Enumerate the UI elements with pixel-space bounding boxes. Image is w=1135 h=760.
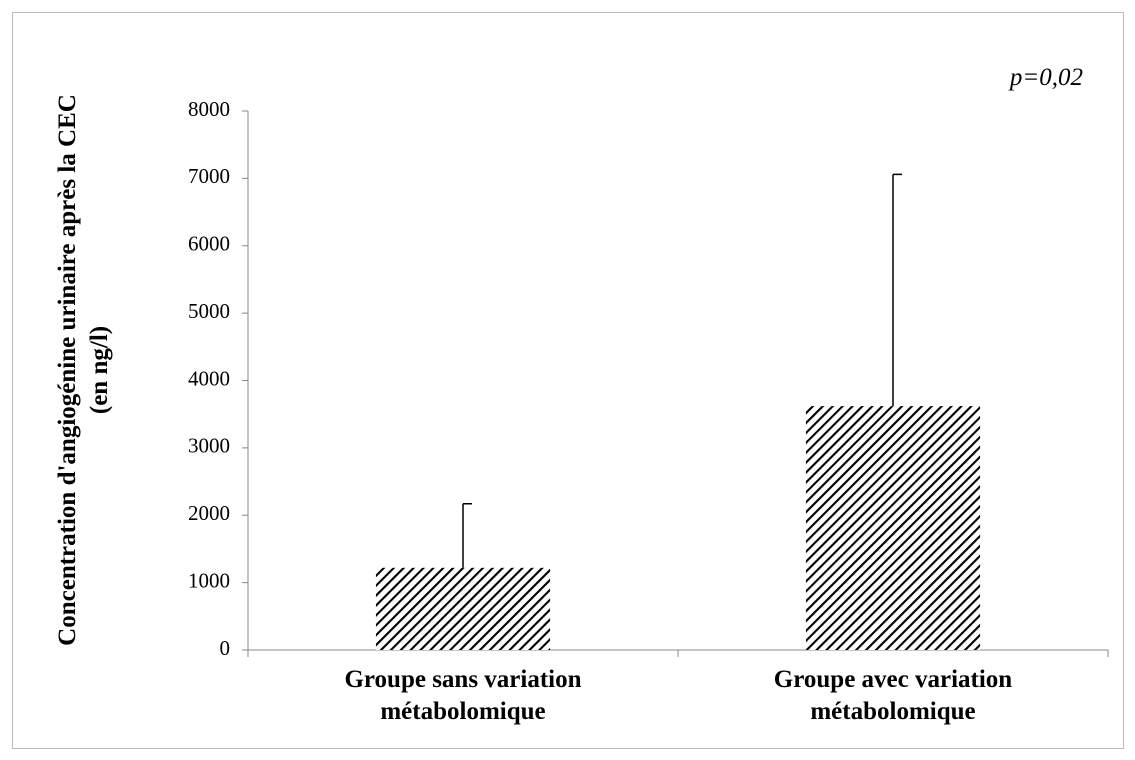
y-axis-label: Concentration d'angiogénine urinaire apr… [54,94,113,646]
annotation: p=0,02 [1009,64,1083,91]
y-tick-label: 6000 [188,232,230,256]
y-tick-label: 5000 [188,299,230,323]
y-tick-label: 2000 [188,501,230,525]
y-tick-label: 4000 [188,366,230,390]
y-tick-label: 7000 [188,164,230,188]
x-tick-label: Groupe avec variation métabolomique [773,666,1013,725]
y-tick-label: 3000 [188,434,230,458]
x-tick-label: Groupe sans variation métabolomique [344,666,582,725]
error-bar [892,173,902,407]
frame-border [12,12,1124,749]
y-tick-label: 1000 [188,568,230,592]
error-bar [462,503,472,568]
bar [805,406,981,650]
bar [375,567,551,650]
y-tick-label: 0 [220,636,231,660]
y-tick-label: 8000 [188,97,230,121]
